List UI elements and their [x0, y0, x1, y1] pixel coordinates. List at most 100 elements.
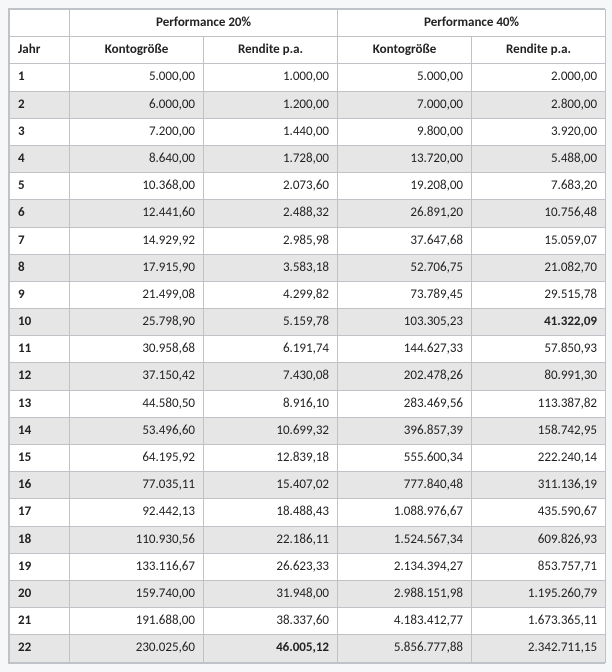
cell-value: 283.469,56	[338, 390, 472, 417]
cell-value: 37.647,68	[338, 227, 472, 254]
table-row: 1130.958,686.191,74144.627,3357.850,93	[10, 336, 606, 363]
cell-jahr: 1	[10, 64, 70, 91]
cell-value: 5.000,00	[70, 64, 204, 91]
cell-value: 64.195,92	[70, 445, 204, 472]
cell-value: 92.442,13	[70, 499, 204, 526]
cell-jahr: 8	[10, 254, 70, 281]
table-row: 15.000,001.000,005.000,002.000,00	[10, 64, 606, 91]
cell-value: 5.488,00	[472, 145, 606, 172]
cell-value: 4.299,82	[204, 281, 338, 308]
cell-value: 73.789,45	[338, 281, 472, 308]
cell-value: 80.991,30	[472, 363, 606, 390]
cell-value: 2.342.711,15	[472, 635, 606, 662]
table-row: 18110.930,5622.186,111.524.567,34609.826…	[10, 526, 606, 553]
hdr-group-20: Performance 20%	[70, 10, 338, 37]
cell-jahr: 20	[10, 580, 70, 607]
table-row: 612.441,602.488,3226.891,2010.756,48	[10, 200, 606, 227]
cell-value: 1.440,00	[204, 118, 338, 145]
cell-value: 6.191,74	[204, 336, 338, 363]
cell-value: 609.826,93	[472, 526, 606, 553]
table-row: 1677.035,1115.407,02777.840,48311.136,19	[10, 472, 606, 499]
cell-jahr: 10	[10, 309, 70, 336]
table-row: 1564.195,9212.839,18555.600,34222.240,14	[10, 445, 606, 472]
cell-value: 3.583,18	[204, 254, 338, 281]
cell-value: 29.515,78	[472, 281, 606, 308]
hdr-rend-20: Rendite p.a.	[204, 37, 338, 64]
cell-jahr: 15	[10, 445, 70, 472]
data-table: Performance 20% Performance 40% Jahr Kon…	[9, 9, 606, 663]
cell-value: 3.920,00	[472, 118, 606, 145]
table-row: 19133.116,6726.623,332.134.394,27853.757…	[10, 553, 606, 580]
cell-value: 12.441,60	[70, 200, 204, 227]
cell-value: 133.116,67	[70, 553, 204, 580]
cell-jahr: 22	[10, 635, 70, 662]
cell-value: 14.929,92	[70, 227, 204, 254]
table-row: 22230.025,6046.005,125.856.777,882.342.7…	[10, 635, 606, 662]
cell-jahr: 5	[10, 173, 70, 200]
cell-jahr: 11	[10, 336, 70, 363]
cell-value: 46.005,12	[204, 635, 338, 662]
table-row: 48.640,001.728,0013.720,005.488,00	[10, 145, 606, 172]
cell-jahr: 16	[10, 472, 70, 499]
cell-value: 396.857,39	[338, 417, 472, 444]
cell-value: 18.488,43	[204, 499, 338, 526]
hdr-konto-20: Kontogröße	[70, 37, 204, 64]
hdr-blank	[10, 10, 70, 37]
cell-value: 1.200,00	[204, 91, 338, 118]
cell-value: 853.757,71	[472, 553, 606, 580]
cell-value: 555.600,34	[338, 445, 472, 472]
cell-value: 1.524.567,34	[338, 526, 472, 553]
cell-value: 1.195.260,79	[472, 580, 606, 607]
hdr-konto-40: Kontogröße	[338, 37, 472, 64]
cell-value: 5.856.777,88	[338, 635, 472, 662]
cell-value: 777.840,48	[338, 472, 472, 499]
cell-value: 10.699,32	[204, 417, 338, 444]
cell-value: 1.728,00	[204, 145, 338, 172]
cell-value: 26.623,33	[204, 553, 338, 580]
cell-jahr: 17	[10, 499, 70, 526]
table-row: 1792.442,1318.488,431.088.976,67435.590,…	[10, 499, 606, 526]
cell-value: 103.305,23	[338, 309, 472, 336]
cell-value: 53.496,60	[70, 417, 204, 444]
cell-jahr: 7	[10, 227, 70, 254]
cell-value: 10.756,48	[472, 200, 606, 227]
cell-value: 5.000,00	[338, 64, 472, 91]
table-row: 20159.740,0031.948,002.988.151,981.195.2…	[10, 580, 606, 607]
cell-jahr: 2	[10, 91, 70, 118]
cell-value: 17.915,90	[70, 254, 204, 281]
table-row: 921.499,084.299,8273.789,4529.515,78	[10, 281, 606, 308]
cell-jahr: 4	[10, 145, 70, 172]
cell-value: 19.208,00	[338, 173, 472, 200]
cell-value: 57.850,93	[472, 336, 606, 363]
cell-value: 12.839,18	[204, 445, 338, 472]
cell-value: 191.688,00	[70, 608, 204, 635]
cell-value: 2.488,32	[204, 200, 338, 227]
hdr-group-40: Performance 40%	[338, 10, 606, 37]
cell-value: 22.186,11	[204, 526, 338, 553]
cell-jahr: 13	[10, 390, 70, 417]
table-body: 15.000,001.000,005.000,002.000,0026.000,…	[10, 64, 606, 662]
cell-value: 7.683,20	[472, 173, 606, 200]
cell-jahr: 14	[10, 417, 70, 444]
cell-value: 1.000,00	[204, 64, 338, 91]
table-row: 26.000,001.200,007.000,002.800,00	[10, 91, 606, 118]
table-row: 21191.688,0038.337,604.183.412,771.673.3…	[10, 608, 606, 635]
cell-value: 21.499,08	[70, 281, 204, 308]
cell-jahr: 6	[10, 200, 70, 227]
cell-value: 52.706,75	[338, 254, 472, 281]
cell-value: 31.948,00	[204, 580, 338, 607]
cell-value: 2.000,00	[472, 64, 606, 91]
cell-value: 2.988.151,98	[338, 580, 472, 607]
cell-value: 2.134.394,27	[338, 553, 472, 580]
cell-value: 21.082,70	[472, 254, 606, 281]
cell-value: 1.673.365,11	[472, 608, 606, 635]
cell-value: 38.337,60	[204, 608, 338, 635]
cell-value: 6.000,00	[70, 91, 204, 118]
cell-value: 7.430,08	[204, 363, 338, 390]
table-row: 1025.798,905.159,78103.305,2341.322,09	[10, 309, 606, 336]
cell-value: 202.478,26	[338, 363, 472, 390]
table-row: 714.929,922.985,9837.647,6815.059,07	[10, 227, 606, 254]
cell-value: 230.025,60	[70, 635, 204, 662]
cell-value: 2.073,60	[204, 173, 338, 200]
cell-jahr: 18	[10, 526, 70, 553]
